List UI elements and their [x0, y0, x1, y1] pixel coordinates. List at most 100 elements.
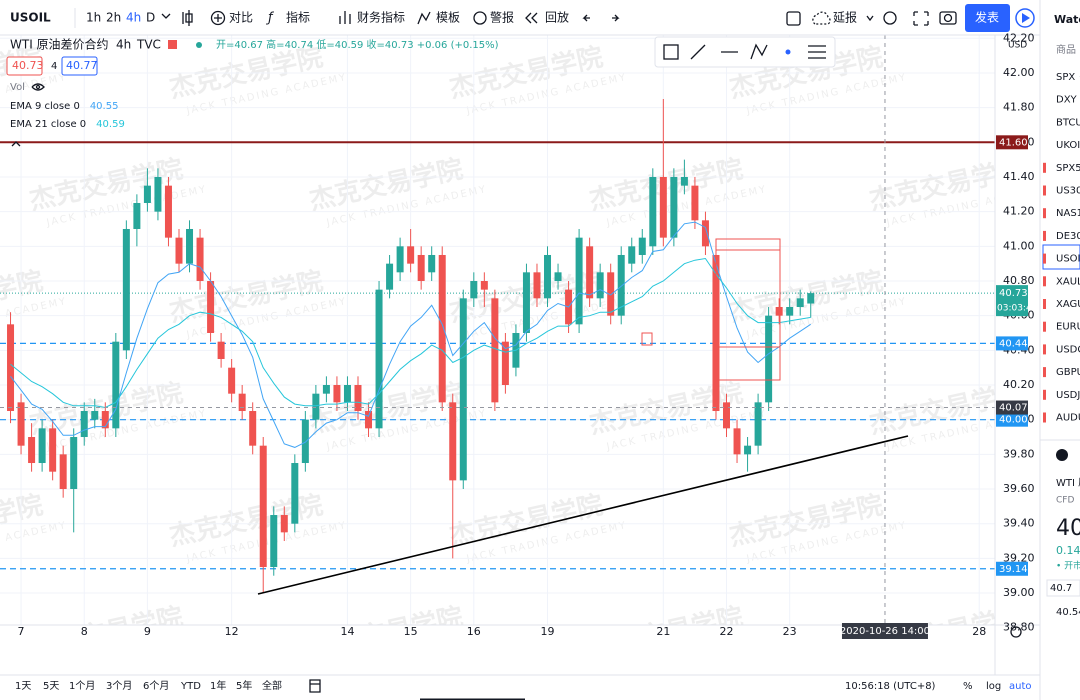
- collapse-icon[interactable]: [11, 141, 21, 147]
- financials-icon[interactable]: [339, 11, 351, 24]
- publish[interactable]: 发表: [975, 10, 999, 25]
- candle-body: [480, 280, 488, 290]
- watch-item[interactable]: SPX •: [1056, 72, 1080, 83]
- watch-item[interactable]: USDC: [1056, 344, 1080, 355]
- interval[interactable]: 1h: [86, 11, 101, 25]
- rect-tool[interactable]: [663, 44, 679, 60]
- level-label-bg: [996, 336, 1028, 351]
- watch-item[interactable]: NAS1(: [1056, 208, 1080, 219]
- toolbar-button[interactable]: 回放: [545, 10, 569, 25]
- watch-flag: [1043, 185, 1046, 196]
- detail-kind: CFD: [1056, 496, 1074, 506]
- sell-price[interactable]: 40.73: [12, 59, 44, 72]
- level-label: 40.00: [999, 415, 1028, 426]
- candle-body: [754, 402, 762, 446]
- range-button[interactable]: 1年: [210, 679, 226, 692]
- watch-flag: [1043, 344, 1046, 355]
- replay-icon[interactable]: [525, 12, 538, 24]
- toolbar-button[interactable]: 延报: [833, 10, 857, 25]
- interval[interactable]: 4h: [126, 11, 141, 25]
- watch-item[interactable]: BTCU: [1056, 117, 1080, 128]
- drawing-toolbar-bg: [654, 36, 836, 68]
- snapshot-icon[interactable]: [939, 11, 957, 25]
- range-button[interactable]: YTD: [180, 681, 201, 692]
- watch-item[interactable]: DXY: [1056, 95, 1078, 106]
- buy-box[interactable]: [61, 56, 98, 76]
- settings-icon[interactable]: [883, 11, 897, 25]
- range-button[interactable]: 5天: [43, 681, 59, 692]
- alert-icon[interactable]: [473, 11, 487, 25]
- chart-type-icon[interactable]: [182, 10, 193, 26]
- candle-body: [365, 411, 373, 429]
- watch-item[interactable]: UKOII: [1056, 140, 1080, 151]
- watch-item[interactable]: DE30: [1056, 231, 1080, 242]
- range-button[interactable]: 5年: [236, 679, 252, 692]
- interval[interactable]: D: [146, 11, 155, 25]
- interval-dropdown[interactable]: [161, 13, 171, 19]
- range-button[interactable]: 6个月: [143, 680, 169, 692]
- y-tick-label: 41.20: [1003, 205, 1035, 218]
- watch-item[interactable]: USDJ: [1056, 390, 1080, 401]
- y-tick-label: 40.20: [1003, 378, 1035, 391]
- trend-line[interactable]: [257, 435, 909, 595]
- toolbar-button[interactable]: 指标: [286, 10, 310, 25]
- candle-body: [280, 515, 288, 533]
- range-button[interactable]: 全部: [262, 679, 282, 692]
- watch-flag: [1043, 230, 1046, 241]
- candle-body: [154, 176, 162, 212]
- symbol[interactable]: USOIL: [10, 11, 51, 25]
- replay-button[interactable]: [1015, 8, 1035, 28]
- volume-label: Vol: [10, 82, 25, 93]
- compare-icon[interactable]: [210, 10, 226, 26]
- scale-option[interactable]: log: [986, 681, 1001, 692]
- candle-body: [322, 385, 330, 394]
- position-box[interactable]: [715, 238, 781, 381]
- watch-item[interactable]: SPX5(: [1056, 163, 1080, 174]
- range-button[interactable]: 1个月: [69, 680, 95, 692]
- compare-plus: [214, 14, 222, 22]
- range-button[interactable]: 3个月: [106, 680, 132, 692]
- level-label: 40.44: [999, 338, 1028, 349]
- range-button[interactable]: 1天: [15, 681, 31, 692]
- pattern-tool[interactable]: [750, 43, 768, 60]
- interval[interactable]: 2h: [106, 11, 121, 25]
- eye-icon[interactable]: [31, 83, 45, 91]
- templates-icon[interactable]: [417, 11, 431, 25]
- candle-body: [786, 306, 794, 316]
- undo-icon[interactable]: [582, 14, 590, 22]
- watchlist-header: 商品: [1056, 43, 1076, 56]
- dot-tool[interactable]: [785, 49, 791, 55]
- checkbox[interactable]: [786, 11, 801, 26]
- publish-button[interactable]: [965, 4, 1010, 32]
- watch-item[interactable]: US30: [1056, 186, 1080, 197]
- candle-body: [238, 393, 246, 412]
- sell-box[interactable]: [6, 56, 43, 76]
- candle-body: [533, 272, 541, 299]
- toolbar-button[interactable]: 模板: [436, 11, 460, 25]
- watch-item[interactable]: USOIL: [1056, 254, 1080, 265]
- toolbar-button[interactable]: 警报: [490, 10, 514, 25]
- watch-item[interactable]: XAGU: [1056, 299, 1080, 310]
- toolbar-button[interactable]: 财务指标: [357, 10, 405, 25]
- scale-option[interactable]: %: [963, 681, 973, 692]
- indicators-icon: ƒ: [265, 11, 275, 26]
- marker-box[interactable]: [641, 332, 653, 346]
- toolbar-icons: [74, 4, 1035, 32]
- dropdown[interactable]: [866, 15, 874, 22]
- redo-icon[interactable]: [612, 14, 620, 22]
- scale-option[interactable]: auto: [1009, 681, 1032, 692]
- candle-body: [259, 445, 267, 568]
- line-tool[interactable]: [690, 44, 706, 60]
- axis-settings-icon[interactable]: [1010, 626, 1022, 638]
- watch-item[interactable]: AUDU: [1056, 413, 1080, 424]
- more-tool[interactable]: [808, 45, 826, 59]
- goto-date-icon[interactable]: [309, 679, 321, 693]
- watch-item[interactable]: XAUL: [1056, 276, 1080, 287]
- buy-price[interactable]: 40.77: [66, 59, 98, 72]
- fullscreen-icon[interactable]: [913, 11, 929, 26]
- toolbar-button[interactable]: 对比: [229, 11, 253, 25]
- x-tick-label: 28: [972, 625, 986, 638]
- candle-body: [343, 385, 351, 403]
